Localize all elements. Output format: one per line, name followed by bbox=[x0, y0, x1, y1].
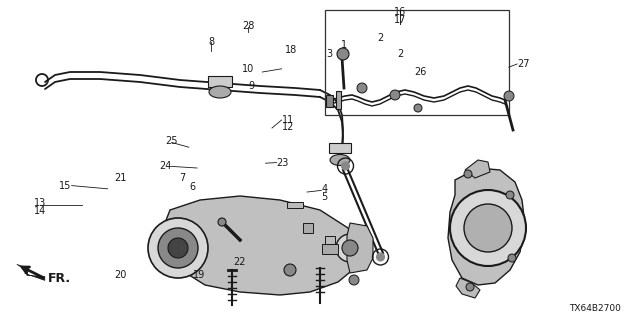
Polygon shape bbox=[347, 223, 373, 273]
Text: FR.: FR. bbox=[48, 272, 71, 285]
Circle shape bbox=[464, 170, 472, 178]
Polygon shape bbox=[465, 160, 490, 178]
Text: 25: 25 bbox=[165, 136, 178, 146]
Ellipse shape bbox=[209, 86, 231, 98]
Circle shape bbox=[414, 104, 422, 112]
Circle shape bbox=[390, 90, 400, 100]
Text: 26: 26 bbox=[415, 67, 427, 77]
Text: 6: 6 bbox=[189, 182, 195, 192]
Circle shape bbox=[336, 234, 364, 262]
Bar bbox=[322, 244, 338, 254]
Text: 9: 9 bbox=[248, 81, 255, 92]
Text: 4: 4 bbox=[321, 184, 328, 195]
Text: TX64B2700: TX64B2700 bbox=[569, 304, 621, 313]
Text: 2: 2 bbox=[397, 49, 403, 59]
Text: 16: 16 bbox=[394, 7, 406, 17]
Text: 12: 12 bbox=[282, 122, 294, 132]
Bar bbox=[325, 10, 509, 115]
Text: 19: 19 bbox=[193, 269, 205, 280]
Circle shape bbox=[357, 83, 367, 93]
Circle shape bbox=[508, 254, 516, 262]
Circle shape bbox=[284, 264, 296, 276]
Circle shape bbox=[450, 190, 526, 266]
Bar bbox=[336, 91, 341, 109]
Circle shape bbox=[342, 162, 349, 170]
Circle shape bbox=[506, 191, 514, 199]
Text: 18: 18 bbox=[285, 44, 297, 55]
Polygon shape bbox=[17, 264, 45, 280]
Bar bbox=[208, 76, 232, 87]
Bar bbox=[329, 143, 351, 153]
Circle shape bbox=[464, 204, 512, 252]
Polygon shape bbox=[448, 168, 525, 285]
Text: 3: 3 bbox=[326, 49, 333, 59]
Circle shape bbox=[218, 218, 226, 226]
Text: 22: 22 bbox=[234, 257, 246, 267]
Circle shape bbox=[337, 48, 349, 60]
Text: 14: 14 bbox=[33, 206, 46, 216]
Text: 24: 24 bbox=[159, 161, 172, 172]
Circle shape bbox=[349, 275, 359, 285]
Circle shape bbox=[158, 228, 198, 268]
Circle shape bbox=[342, 240, 358, 256]
Circle shape bbox=[148, 218, 208, 278]
Polygon shape bbox=[456, 278, 480, 298]
Text: 5: 5 bbox=[321, 192, 328, 202]
Text: 7: 7 bbox=[179, 172, 186, 183]
Text: 28: 28 bbox=[242, 20, 255, 31]
Text: 23: 23 bbox=[276, 157, 289, 168]
Polygon shape bbox=[162, 196, 360, 295]
Text: 15: 15 bbox=[60, 180, 72, 191]
Text: 13: 13 bbox=[33, 198, 46, 208]
Text: 21: 21 bbox=[114, 172, 127, 183]
Text: 11: 11 bbox=[282, 115, 294, 125]
Text: 8: 8 bbox=[208, 36, 214, 47]
Text: 10: 10 bbox=[242, 64, 254, 74]
Polygon shape bbox=[287, 202, 303, 208]
Ellipse shape bbox=[330, 155, 350, 165]
Text: 2: 2 bbox=[378, 33, 384, 43]
Bar bbox=[303, 223, 313, 233]
Circle shape bbox=[504, 91, 514, 101]
Bar bbox=[326, 95, 333, 107]
Text: 17: 17 bbox=[394, 15, 406, 25]
Bar bbox=[325, 236, 335, 244]
Circle shape bbox=[376, 253, 385, 261]
Circle shape bbox=[466, 283, 474, 291]
Circle shape bbox=[168, 238, 188, 258]
Text: 1: 1 bbox=[341, 40, 348, 51]
Text: 20: 20 bbox=[115, 269, 127, 280]
Text: 27: 27 bbox=[517, 59, 530, 69]
